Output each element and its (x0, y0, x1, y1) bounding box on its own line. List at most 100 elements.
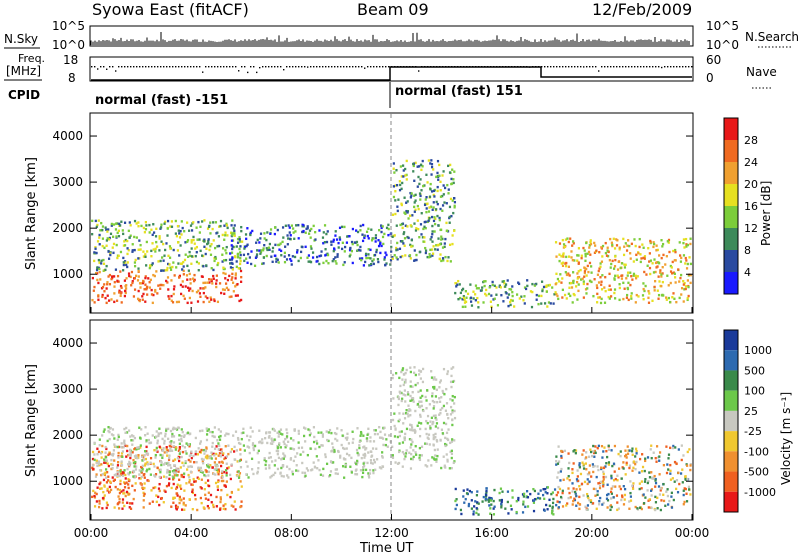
heat-cell (269, 228, 273, 231)
heat-cell (230, 239, 234, 242)
heat-cell (385, 253, 388, 257)
heat-cell (372, 471, 375, 475)
heat-cell (126, 261, 129, 264)
heat-cell (183, 258, 187, 262)
heat-cell (434, 395, 438, 398)
nave-dot (343, 66, 345, 68)
nave-dot (157, 66, 159, 68)
nave-dot (403, 66, 405, 68)
heat-cell (404, 452, 408, 455)
heat-cell (653, 289, 656, 292)
heat-cell (287, 237, 290, 240)
heat-cell (139, 446, 142, 449)
heat-cell (442, 367, 446, 371)
nave-dot (319, 66, 321, 68)
heat-cell (105, 239, 108, 242)
heat-cell (371, 462, 374, 465)
heat-cell (626, 286, 629, 290)
heat-cell (609, 266, 612, 269)
heat-cell (240, 298, 243, 302)
heat-cell (571, 471, 574, 475)
heat-cell (647, 499, 650, 502)
heat-cell (581, 461, 584, 464)
heat-cell (435, 200, 438, 204)
heat-cell (428, 425, 432, 428)
heat-cell (159, 471, 162, 474)
colorbar-tick-label: 8 (744, 244, 751, 257)
heat-cell (487, 292, 491, 296)
heat-cell (656, 507, 659, 510)
heat-cell (133, 489, 136, 492)
heat-cell (210, 279, 213, 283)
heat-cell (142, 250, 145, 253)
heat-cell (391, 445, 394, 448)
heat-cell (123, 221, 127, 224)
heat-cell (145, 450, 148, 453)
heat-cell (599, 276, 602, 279)
heat-cell (239, 448, 242, 451)
heat-cell (336, 439, 339, 442)
nave-dot (271, 66, 273, 68)
heat-cell (591, 502, 595, 505)
heat-cell (434, 454, 437, 457)
heat-cell (409, 224, 412, 227)
heat-cell (672, 249, 675, 253)
heat-cell (561, 505, 565, 508)
nave-dot (304, 66, 306, 68)
heat-cell (349, 247, 352, 250)
heat-cell (114, 445, 117, 448)
heat-cell (357, 453, 360, 456)
heat-cell (187, 269, 190, 272)
nave-dot (499, 66, 501, 68)
heat-cell (430, 163, 434, 166)
nave-dot (436, 66, 438, 68)
heat-cell (483, 280, 486, 283)
heat-cell (643, 469, 646, 473)
heat-cell (569, 496, 572, 499)
nave-dot (391, 66, 393, 68)
heat-cell (157, 432, 160, 436)
heat-cell (305, 227, 308, 231)
heat-cell (585, 508, 588, 511)
nave-dot (238, 70, 240, 72)
heat-cell (143, 486, 146, 490)
heat-cell (681, 481, 684, 484)
heat-cell (414, 258, 417, 262)
heat-cell (400, 175, 403, 178)
heat-cell (592, 294, 595, 298)
heat-cell (442, 184, 445, 187)
heat-cell (133, 264, 137, 268)
heat-cell (398, 418, 401, 422)
heat-cell (459, 508, 463, 512)
heat-cell (658, 459, 661, 462)
heat-cell (154, 486, 157, 489)
heat-cell (400, 240, 404, 243)
heat-cell (291, 472, 294, 476)
nave-dot (643, 66, 645, 68)
heat-cell (188, 445, 191, 448)
heat-cell (421, 165, 424, 168)
heat-cell (341, 247, 344, 251)
heat-cell (461, 288, 464, 292)
heat-cell (386, 445, 389, 448)
heat-cell (202, 458, 205, 461)
heat-cell (667, 457, 670, 460)
nave-dot (325, 66, 327, 68)
heat-cell (404, 400, 407, 403)
heat-cell (133, 261, 137, 264)
heat-cell (162, 269, 165, 272)
heat-cell (297, 429, 300, 433)
heat-cell (640, 257, 643, 260)
heat-cell (133, 436, 137, 440)
heat-cell (595, 249, 598, 252)
heat-cell (436, 400, 439, 404)
heat-cell (215, 495, 218, 499)
heat-cell (137, 257, 140, 260)
heat-cell (160, 269, 163, 272)
heat-cell (288, 231, 291, 234)
heat-cell (277, 435, 280, 438)
heat-cell (462, 296, 465, 300)
heat-cell (231, 247, 234, 251)
heat-cell (164, 432, 167, 435)
heat-cell (613, 470, 616, 473)
